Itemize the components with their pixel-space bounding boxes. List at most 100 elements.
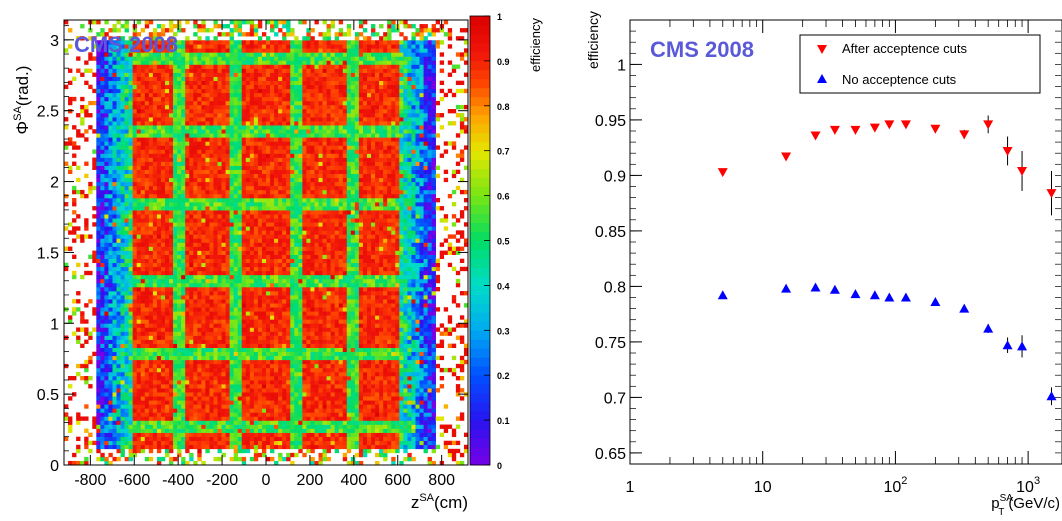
heatmap-cell <box>165 246 170 251</box>
heatmap-cell <box>128 436 133 442</box>
heatmap-cell <box>189 109 194 114</box>
heatmap-cell <box>177 347 182 353</box>
heatmap-cell <box>92 44 97 49</box>
heatmap-cell <box>197 282 202 288</box>
heatmap-cell <box>156 343 162 348</box>
heatmap-cell <box>193 412 198 417</box>
heatmap-cell <box>120 319 125 324</box>
heatmap-cell <box>229 339 234 344</box>
heatmap-cell <box>278 323 283 328</box>
heatmap-cell <box>160 210 166 215</box>
heatmap-cell <box>112 295 117 300</box>
heatmap-cell <box>177 392 182 397</box>
heatmap-cell <box>193 32 198 37</box>
heatmap-cell <box>209 384 214 389</box>
heatmap-cell <box>64 404 69 409</box>
heatmap-cell <box>229 100 234 106</box>
heatmap-cell <box>108 278 113 284</box>
heatmap-cell <box>197 165 202 170</box>
heatmap-cell <box>193 84 198 90</box>
heatmap-cell <box>156 169 162 175</box>
heatmap-cell <box>189 218 194 223</box>
heatmap-cell <box>108 460 113 466</box>
heatmap-cell <box>177 258 182 264</box>
heatmap-cell <box>201 234 206 239</box>
heatmap-cell <box>173 68 178 73</box>
heatmap-cell <box>116 117 121 122</box>
heatmap-cell <box>104 428 109 433</box>
heatmap-cell <box>209 206 214 211</box>
heatmap-cell <box>76 145 81 150</box>
heatmap-cell <box>148 48 154 53</box>
heatmap-cell <box>169 355 174 361</box>
heatmap-cell <box>193 444 198 450</box>
heatmap-cell <box>96 392 101 397</box>
heatmap-cell <box>124 319 129 324</box>
heatmap-cell <box>245 258 251 264</box>
heatmap-cell <box>84 109 89 114</box>
heatmap-cell <box>112 185 117 191</box>
heatmap-cell <box>88 335 93 340</box>
heatmap-cell <box>233 80 239 86</box>
heatmap-cell <box>116 104 121 110</box>
heatmap-cell <box>233 100 239 106</box>
heatmap-cell <box>152 444 158 450</box>
heatmap-cell <box>144 96 150 102</box>
heatmap-cell <box>148 36 154 41</box>
heatmap-cell <box>108 303 113 308</box>
heatmap-cell <box>261 40 267 45</box>
heatmap-cell <box>173 254 178 259</box>
heatmap-cell <box>100 113 105 118</box>
heatmap-cell <box>241 181 247 187</box>
heatmap-cell <box>229 52 234 57</box>
heatmap-cell <box>112 343 117 348</box>
heatmap-cell <box>160 84 166 90</box>
heatmap-cell <box>253 388 259 393</box>
heatmap-cell <box>237 367 243 373</box>
heatmap-cell <box>128 234 133 239</box>
heatmap-cell <box>241 408 247 413</box>
heatmap-cell <box>213 380 218 385</box>
heatmap-cell <box>140 242 146 247</box>
heatmap-cell <box>148 218 154 223</box>
heatmap-cell <box>112 363 117 369</box>
heatmap-cell <box>169 274 174 280</box>
heatmap-cell <box>205 226 210 231</box>
heatmap-cell <box>261 189 267 195</box>
heatmap-cell <box>213 125 218 130</box>
heatmap-cell <box>221 100 226 106</box>
heatmap-cell <box>124 222 129 227</box>
heatmap-cell <box>169 460 174 466</box>
heatmap-cell <box>92 56 97 61</box>
heatmap-cell <box>237 109 243 114</box>
heatmap-cell <box>104 432 109 437</box>
heatmap-cell <box>116 388 121 393</box>
heatmap-cell <box>116 96 121 102</box>
heatmap-cell <box>257 153 263 158</box>
heatmap-cell <box>249 185 255 191</box>
heatmap-cell <box>160 125 166 130</box>
heatmap-cell <box>185 444 190 450</box>
heatmap-cell <box>124 246 129 251</box>
heatmap-cell <box>249 28 255 33</box>
heatmap-cell <box>120 125 125 130</box>
heatmap-cell <box>108 392 113 397</box>
heatmap-cell <box>128 76 133 81</box>
heatmap-cell <box>116 202 121 207</box>
heatmap-cell <box>185 262 190 268</box>
heatmap-cell <box>217 428 222 433</box>
heatmap-cell <box>229 88 234 94</box>
heatmap-cell <box>185 266 190 272</box>
heatmap-cell <box>233 88 239 94</box>
heatmap-cell <box>128 198 133 203</box>
heatmap-cell <box>84 113 89 118</box>
heatmap-cell <box>221 266 226 272</box>
heatmap-cell <box>278 307 283 312</box>
heatmap-cell <box>197 169 202 175</box>
heatmap-cell <box>169 181 174 187</box>
heatmap-cell <box>100 351 105 357</box>
heatmap-cell <box>257 117 263 122</box>
heatmap-cell <box>132 424 138 429</box>
heatmap-cell <box>128 392 133 397</box>
heatmap-cell <box>173 367 178 373</box>
